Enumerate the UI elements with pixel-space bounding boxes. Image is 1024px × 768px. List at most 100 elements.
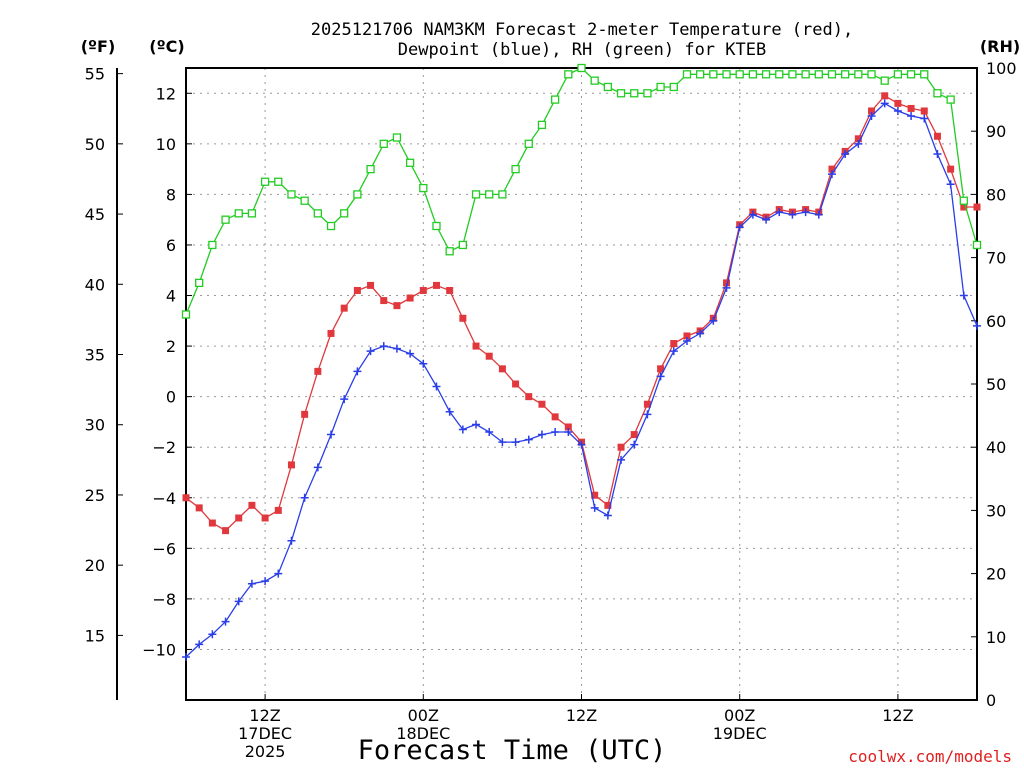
celsius-tick-label: −2 <box>152 438 176 457</box>
rh-point <box>920 70 929 79</box>
rh-point <box>366 164 375 174</box>
rh-point <box>735 70 744 79</box>
dewpoint-point <box>735 223 744 232</box>
rh-point <box>682 70 692 79</box>
celsius-tick-label: 2 <box>166 337 176 356</box>
rh-point <box>709 70 718 79</box>
celsius-tick-label: 4 <box>166 287 176 306</box>
fahrenheit-tick-label: 50 <box>85 135 105 154</box>
dewpoint-point <box>208 630 217 639</box>
fahrenheit-tick-label: 20 <box>85 556 105 575</box>
temperature-point <box>854 135 862 143</box>
temperature-point <box>314 367 322 375</box>
fahrenheit-tick-label: 25 <box>85 486 105 505</box>
temperature-point <box>406 294 414 302</box>
temperature-point <box>222 527 230 535</box>
rh-point <box>616 89 626 98</box>
celsius-tick-label: 0 <box>166 388 176 407</box>
rh-tick-label: 100 <box>986 59 1017 78</box>
temperature-point <box>287 461 295 469</box>
temperature-point <box>182 494 190 502</box>
rh-point <box>221 215 230 224</box>
dewpoint-point <box>946 180 955 189</box>
rh-point <box>722 70 731 79</box>
dewpoint-point <box>893 106 902 115</box>
dewpoint-point <box>221 617 230 626</box>
temperature-point <box>973 203 981 211</box>
rh-point <box>445 247 454 256</box>
celsius-tick-label: −8 <box>152 590 176 609</box>
dewpoint-point <box>366 347 375 356</box>
dewpoint-point <box>748 210 757 219</box>
temperature-point <box>367 281 375 289</box>
rh-point <box>405 158 415 167</box>
dewpoint-point <box>472 420 481 429</box>
rh-point <box>603 82 613 92</box>
time-tick-label: 12Z <box>566 706 597 725</box>
rh-point <box>274 177 283 186</box>
rh-point <box>524 139 533 148</box>
rh-point <box>748 70 758 79</box>
axes <box>116 67 978 701</box>
dewpoint-point <box>287 536 296 545</box>
dewpoint-point <box>696 329 705 338</box>
dewpoint-point <box>682 337 691 346</box>
celsius-axis-label: (ºC) <box>149 37 184 56</box>
dewpoint-point <box>827 170 836 179</box>
dewpoint-point <box>907 112 916 121</box>
chart-title-line-2: Dewpoint (blue), RH (green) for KTEB <box>398 40 766 60</box>
dewpoint-point <box>485 428 494 437</box>
series <box>181 63 982 662</box>
celsius-tick-label: 10 <box>156 135 176 154</box>
dewpoint-point <box>406 349 415 358</box>
rh-point <box>195 278 204 288</box>
rh-point <box>485 190 494 199</box>
dewpoint-point <box>432 382 441 391</box>
rh-tick-label: 0 <box>986 691 996 710</box>
chart-title-line-1: 2025121706 NAM3KM Forecast 2-meter Tempe… <box>311 20 853 40</box>
dewpoint-point <box>247 579 256 588</box>
fahrenheit-tick-label: 55 <box>85 65 105 84</box>
dewpoint-point <box>182 653 190 662</box>
rh-point <box>458 240 468 250</box>
time-tick-label: 00Z <box>724 706 755 725</box>
time-tick-label: 12Z <box>249 706 280 725</box>
temperature-point <box>274 506 282 514</box>
celsius-tick-label: 6 <box>166 236 176 255</box>
dewpoint-point <box>775 208 784 217</box>
rh-point <box>234 209 243 218</box>
dewpoint-point <box>722 283 731 292</box>
celsius-tick-label: 12 <box>156 84 176 103</box>
dewpoint-point <box>419 359 428 368</box>
rh-point <box>669 82 678 92</box>
grid-lines <box>186 68 977 700</box>
rh-point <box>946 95 955 104</box>
dewpoint-point <box>353 367 362 376</box>
rh-point <box>577 63 586 73</box>
temperature-point <box>907 104 915 112</box>
fahrenheit-tick-label: 35 <box>85 346 105 365</box>
dewpoint-point <box>392 344 401 353</box>
rh-tick-label: 30 <box>986 501 1006 520</box>
time-tick-label: 18DEC <box>396 724 450 743</box>
temperature-point <box>459 314 467 322</box>
dewpoint-point <box>590 503 599 512</box>
dewpoint-point <box>867 112 876 121</box>
rh-point <box>313 209 322 218</box>
temperature-point <box>432 281 440 289</box>
time-tick-label: 12Z <box>882 706 913 725</box>
temperature-point <box>512 380 520 388</box>
temperature-point <box>248 501 256 509</box>
x-axis-label: Forecast Time (UTC) <box>358 735 667 766</box>
rh-point <box>656 82 665 92</box>
dewpoint-point <box>340 395 349 404</box>
credit-link[interactable]: coolwx.com/models <box>848 747 1012 766</box>
dewpoint-point <box>656 372 665 381</box>
dewpoint-point <box>841 149 850 158</box>
temperature-point <box>380 297 388 305</box>
dewpoint-point <box>551 428 560 437</box>
dewpoint-point <box>327 430 336 439</box>
temperature-point <box>301 410 309 418</box>
celsius-tick-label: 8 <box>166 185 176 204</box>
dewpoint-point <box>762 215 771 224</box>
